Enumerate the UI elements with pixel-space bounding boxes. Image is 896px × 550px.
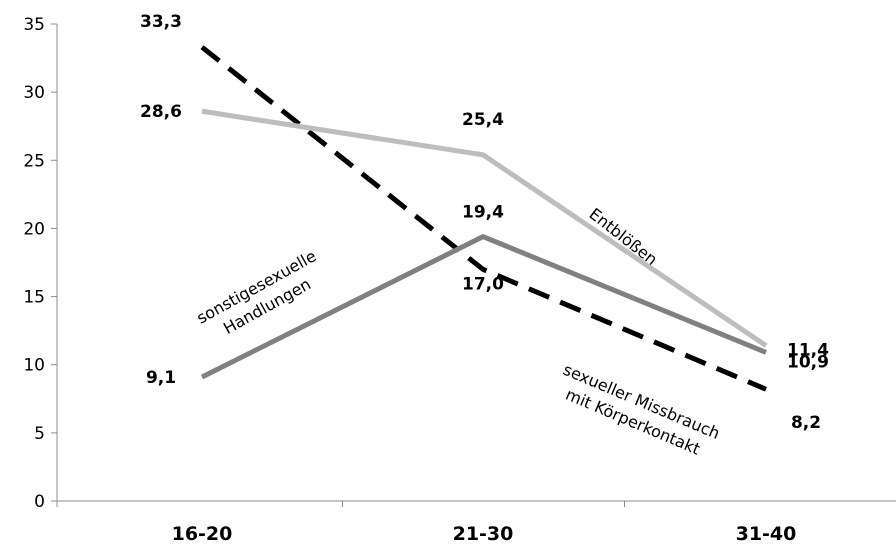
data-label: 17,0 xyxy=(462,274,504,294)
series-line-1 xyxy=(201,108,768,348)
series-name-line: Entblößen xyxy=(586,204,662,269)
y-tick-label: 30 xyxy=(23,83,45,103)
data-label: 19,4 xyxy=(462,203,504,223)
x-tick-label: 21-30 xyxy=(453,523,514,545)
data-label: 28,6 xyxy=(140,102,182,122)
data-label: 11,4 xyxy=(787,341,829,361)
y-axis: 0 5 10 15 20 25 30 35 xyxy=(23,15,58,512)
y-tick-label: 35 xyxy=(23,15,45,35)
y-tick-label: 10 xyxy=(23,356,45,376)
series-line-2 xyxy=(200,234,767,380)
data-label: 25,4 xyxy=(462,110,504,130)
series-lines xyxy=(200,45,768,392)
data-label: 10,9 xyxy=(787,352,829,372)
x-tick-label: 31-40 xyxy=(736,523,797,545)
data-label: 9,1 xyxy=(146,368,176,388)
y-tick-label: 20 xyxy=(23,219,45,239)
y-tick-label: 25 xyxy=(23,151,45,171)
data-labels: 33,3 17,0 8,2 28,6 25,4 11,4 9,1 19,4 10,9 xyxy=(140,12,829,433)
data-label: 33,3 xyxy=(140,12,182,32)
y-tick-label: 0 xyxy=(34,492,45,512)
x-axis: 16-20 21-30 31-40 xyxy=(56,500,896,545)
y-tick-label: 5 xyxy=(34,424,45,444)
series-line-0 xyxy=(200,45,767,392)
x-tick-label: 16-20 xyxy=(172,523,233,545)
data-label: 8,2 xyxy=(791,413,821,433)
series-name-label: Entblößen xyxy=(586,204,662,269)
y-tick-label: 15 xyxy=(23,288,45,308)
